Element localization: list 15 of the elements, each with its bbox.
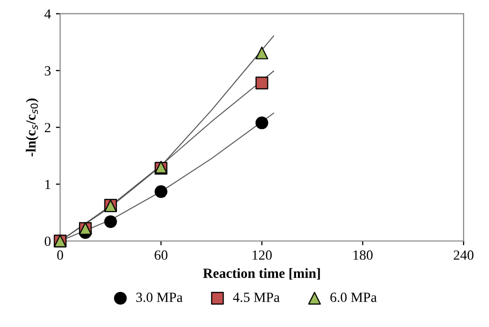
x-tick-label: 0 [57,250,64,260]
legend-label: 4.5 MPa [233,292,280,302]
y-tick-label: 3 [44,66,51,76]
x-tick-label: 120 [252,250,272,260]
legend-label: 6.0 MPa [330,292,377,302]
y-tick-label: 4 [44,9,51,19]
legend-label: 3.0 MPa [136,292,183,302]
y-axis-title: -ln(c$_{s}$/c$_{s0}$) [26,98,38,156]
x-tick-label: 240 [454,250,474,260]
x-tick-label: 180 [354,250,373,260]
y-tick-label: 1 [45,180,50,189]
x-tick-label: 60 [154,250,168,260]
x-axis-title: Reaction time [min] [203,268,320,280]
y-tick-label: 0 [44,236,51,246]
y-tick-label: 2 [44,122,50,132]
